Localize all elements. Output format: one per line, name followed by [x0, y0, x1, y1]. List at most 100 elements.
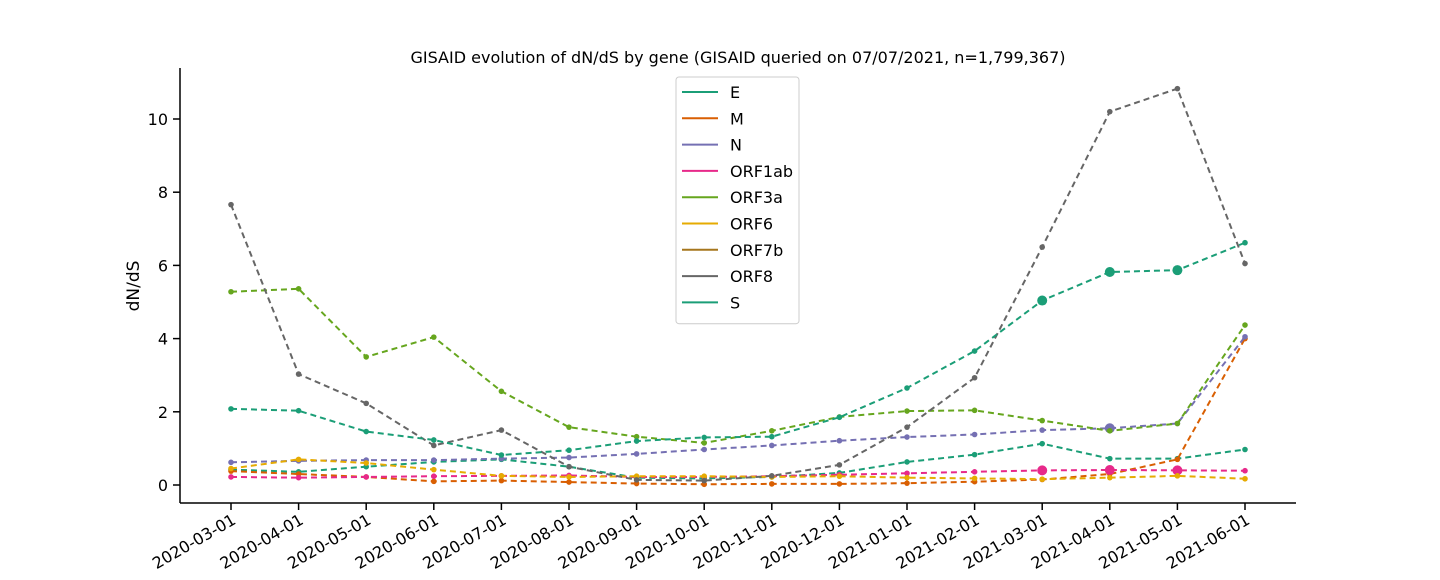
- y-tick-label: 6: [158, 256, 168, 275]
- data-point-orf6: [971, 475, 978, 482]
- series-line-orf8: [230, 87, 1246, 482]
- data-point-s: [1037, 295, 1048, 306]
- data-point-orf6: [1174, 473, 1181, 479]
- data-point-orf1ab: [431, 473, 437, 480]
- data-point-m: [769, 481, 775, 487]
- y-tick-label: 0: [158, 476, 168, 495]
- data-point-orf6: [1242, 475, 1248, 482]
- data-point-s: [498, 452, 505, 458]
- data-point-orf3a: [363, 354, 370, 360]
- data-point-orf8: [228, 201, 234, 208]
- data-point-orf8: [566, 463, 572, 470]
- legend: EMN ORF1ab ORF3a ORF6 ORF7b ORF8 S: [675, 76, 800, 325]
- data-point-orf6: [904, 474, 910, 481]
- data-point-n: [633, 451, 640, 457]
- series-orf8: [228, 85, 1248, 484]
- data-point-orf6: [1039, 476, 1045, 482]
- data-point-orf3a: [971, 407, 978, 414]
- data-point-m: [566, 479, 572, 485]
- y-tick-label: 10: [148, 110, 168, 129]
- data-point-n: [769, 442, 775, 449]
- data-point-n: [431, 457, 437, 463]
- data-point-orf1ab: [1037, 465, 1048, 476]
- data-point-s: [228, 406, 234, 412]
- series-layer: [228, 85, 1248, 488]
- data-point-e: [1039, 440, 1045, 447]
- data-point-orf3a: [228, 288, 234, 295]
- data-point-orf8: [769, 473, 775, 479]
- series-n: [228, 333, 1248, 466]
- data-point-orf6: [363, 460, 370, 466]
- data-point-m: [836, 481, 843, 487]
- data-point-orf3a: [1174, 420, 1181, 427]
- series-orf6: [228, 456, 1248, 482]
- series-line-orf1ab: [230, 468, 1246, 479]
- data-point-orf3a: [1107, 428, 1113, 434]
- data-point-orf3a: [769, 428, 775, 434]
- data-point-n: [904, 434, 910, 440]
- data-point-s: [836, 414, 843, 421]
- data-point-n: [566, 454, 572, 461]
- series-line-n: [230, 336, 1246, 464]
- data-point-s: [363, 428, 370, 435]
- data-point-orf6: [1107, 474, 1113, 481]
- data-point-orf8: [633, 477, 640, 483]
- data-point-orf8: [431, 442, 437, 449]
- data-point-orf8: [701, 477, 707, 484]
- data-point-orf1ab: [363, 474, 370, 480]
- data-point-orf8: [971, 374, 978, 381]
- data-point-s: [431, 437, 437, 443]
- legend-label-orf3a: ORF3a: [730, 188, 783, 207]
- legend-label-n: N: [730, 136, 742, 155]
- data-point-e: [971, 451, 978, 458]
- y-tick-label: 8: [158, 183, 168, 202]
- data-point-s: [701, 434, 707, 441]
- data-point-orf3a: [1039, 417, 1045, 424]
- legend-label-s: S: [730, 293, 740, 312]
- data-point-orf3a: [701, 440, 707, 446]
- y-tick-label: 2: [158, 403, 168, 422]
- data-point-e: [1242, 446, 1248, 453]
- data-point-s: [633, 438, 640, 444]
- data-point-orf3a: [1242, 322, 1248, 328]
- legend-label-orf7b: ORF7b: [730, 241, 783, 260]
- data-point-m: [498, 477, 505, 484]
- data-point-orf8: [1174, 85, 1181, 92]
- data-point-s: [1172, 265, 1183, 276]
- data-point-s: [1242, 239, 1248, 246]
- legend-label-e: E: [730, 83, 740, 102]
- data-point-orf8: [295, 371, 302, 377]
- data-point-orf8: [498, 427, 505, 433]
- data-point-s: [566, 447, 572, 454]
- data-point-s: [769, 433, 775, 440]
- data-point-orf1ab: [1104, 464, 1115, 475]
- data-point-s: [904, 385, 910, 391]
- data-point-orf8: [904, 424, 910, 430]
- data-point-orf1ab: [1172, 465, 1183, 476]
- series-line-m: [230, 338, 1246, 486]
- data-point-orf1ab: [904, 470, 910, 477]
- data-point-m: [431, 478, 437, 485]
- series-s: [228, 239, 1248, 458]
- data-point-m: [1174, 456, 1181, 463]
- data-point-orf8: [363, 400, 370, 407]
- data-point-s: [971, 348, 978, 354]
- data-point-orf1ab: [971, 469, 978, 475]
- series-orf3a: [228, 286, 1248, 446]
- legend-label-orf1ab: ORF1ab: [730, 162, 793, 181]
- data-point-orf1ab: [228, 474, 234, 480]
- data-point-orf3a: [498, 388, 505, 395]
- legend-label-m: M: [730, 109, 744, 128]
- data-point-s: [295, 407, 302, 414]
- data-point-orf3a: [295, 286, 302, 292]
- data-point-orf6: [836, 473, 843, 480]
- legend-label-orf6: ORF6: [730, 215, 773, 234]
- legend-box: [675, 76, 800, 325]
- data-point-orf6: [228, 465, 234, 472]
- data-point-orf3a: [633, 433, 640, 440]
- data-point-e: [1107, 455, 1113, 462]
- series-line-s: [230, 241, 1246, 456]
- data-point-orf6: [701, 473, 707, 480]
- data-point-s: [1104, 266, 1115, 277]
